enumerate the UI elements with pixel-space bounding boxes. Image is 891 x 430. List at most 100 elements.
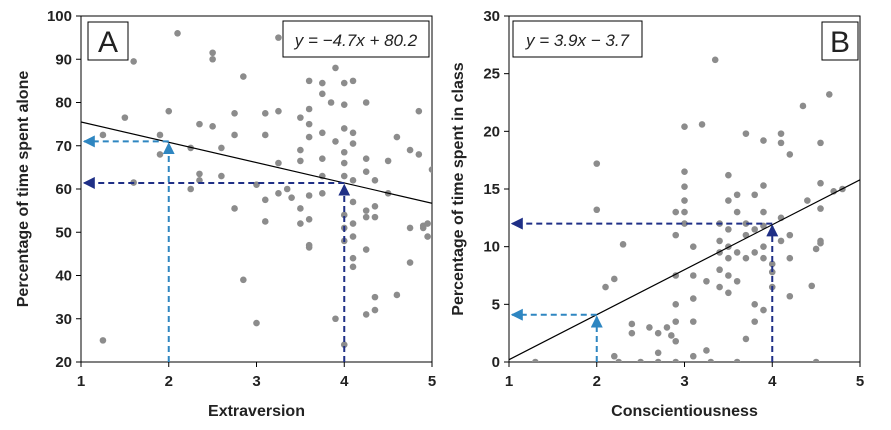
panel-a-data-point (362, 246, 370, 253)
panel-b-data-point (742, 220, 750, 227)
panel-b-data-point (689, 243, 697, 250)
panel-a-data-point (349, 254, 357, 262)
panel-a-xtick-label: 5 (428, 373, 436, 390)
panel-a-data-point (371, 293, 379, 301)
panel-b-data-point (725, 254, 732, 262)
panel-b-data-point (786, 254, 794, 262)
panel-b-data-point (777, 139, 785, 147)
panel-b-data-point (593, 160, 601, 167)
panel-a-data-point (371, 306, 379, 314)
panel-b-data-point (716, 266, 723, 274)
panel-a-ytick-label: 30 (55, 311, 72, 328)
panel-a-data-point (340, 101, 348, 108)
panel-b-data-point (733, 277, 741, 285)
panel-a-data-point (231, 131, 238, 139)
panel-b-data-layer (509, 56, 860, 362)
panel-b-data-point (628, 320, 636, 328)
panel-a-ytick-label: 70 (55, 138, 72, 155)
panel-a-x-axis-title: Extraversion (208, 403, 305, 420)
panel-a-data-point (196, 120, 203, 128)
panel-b-data-point (681, 220, 688, 227)
panel-b-data-point (760, 306, 767, 314)
panel-b-data-point (611, 275, 618, 283)
panel-b-data-point (817, 179, 824, 187)
panel-b-ytick-label: 0 (492, 354, 500, 371)
panel-a-xtick-label: 2 (165, 373, 173, 390)
panel-b-data-point (602, 283, 609, 291)
panel-b-ytick-label: 25 (483, 66, 500, 83)
panel-b-data-point (760, 254, 767, 262)
panel-b-data-point (786, 292, 794, 300)
panel-b-xtick-label: 2 (593, 373, 601, 390)
panel-b-regression-line (509, 179, 860, 361)
panel-a-data-point (218, 172, 225, 180)
panel-b-data-point (725, 289, 732, 297)
panel-a-data-point (415, 107, 423, 115)
panel-b-data-point (768, 268, 776, 276)
panel-b-data-point (681, 168, 688, 175)
panel-a-data-point (428, 166, 432, 173)
panel-a-data-point (261, 131, 269, 139)
panel-b-data-point (760, 243, 767, 250)
panel-b-data-point (689, 318, 697, 325)
panel-b-data-point (777, 237, 785, 245)
panel-b-data-point (707, 358, 715, 362)
panel-a-data-point (340, 341, 348, 349)
panel-b-data-point (725, 272, 732, 279)
panel-a-data-point (297, 114, 304, 121)
panel-a-data-point (406, 224, 414, 232)
panel-b-data-point (733, 208, 741, 216)
panel-a-y-axis-title: Percentage of time spent alone (15, 71, 32, 308)
panel-a-equation: y = −4.7x + 80.2 (294, 31, 418, 50)
panel-a-data-point (275, 159, 282, 167)
panel-a-data-point (332, 64, 339, 72)
panel-b-data-point (698, 121, 706, 128)
panel-b-y-axis-title: Percentage of time spent in class (450, 62, 467, 316)
panel-b-data-point (672, 337, 680, 345)
panel-a-data-point (275, 34, 282, 41)
panel-a-data-point (319, 79, 326, 87)
panel-a-data-point (240, 73, 247, 80)
panel-a-data-point (371, 213, 379, 221)
panel-a-data-point (305, 215, 313, 223)
panel-b-data-point (711, 56, 719, 64)
panel-b-data-point (681, 123, 688, 131)
panel-b-xtick-label: 3 (680, 373, 688, 390)
panel-a-data-point (424, 233, 431, 240)
panel-a-data-point (362, 207, 370, 214)
panel-a-data-point (362, 168, 370, 175)
panel-a-data-point (261, 218, 269, 225)
panel-b-data-point (804, 197, 811, 204)
panel-b-ytick-label: 15 (483, 181, 500, 198)
panel-a-data-point (424, 220, 431, 227)
panel-a-data-point (99, 131, 107, 139)
panel-b-data-point (751, 191, 758, 199)
panel-b-data-point (742, 130, 750, 137)
panel-a-data-point (349, 220, 357, 227)
panel-b-data-point (777, 130, 785, 137)
panel-a-data-point (371, 203, 379, 210)
panel-b-data-point (689, 352, 697, 360)
panel-a-frame (80, 15, 433, 363)
panel-a-ytick-label: 40 (55, 268, 72, 285)
panel-a-data-point (305, 77, 313, 85)
panel-b-data-point (817, 239, 824, 247)
panel-a-data-point (275, 190, 282, 197)
panel-a-data-point (362, 213, 370, 221)
panel-b-data-point (646, 324, 653, 331)
panel-b-data-point (751, 301, 758, 308)
panel-b-data-point (654, 349, 662, 357)
panel-a-data-point (288, 194, 295, 201)
panel-b-data-point (716, 237, 723, 245)
panel-b-letter-box (821, 21, 859, 61)
panel-a-data-point (415, 151, 423, 158)
panel-a-data-point (319, 155, 326, 163)
panel-b-data-point (532, 358, 539, 362)
panel-b-data-point (663, 324, 671, 331)
panel-b-data-point (760, 182, 767, 189)
panel-b-data-point (812, 358, 820, 362)
panel-a-data-point (99, 337, 107, 344)
panel-b-data-point (637, 358, 644, 362)
panel-b-data-point (689, 295, 697, 302)
